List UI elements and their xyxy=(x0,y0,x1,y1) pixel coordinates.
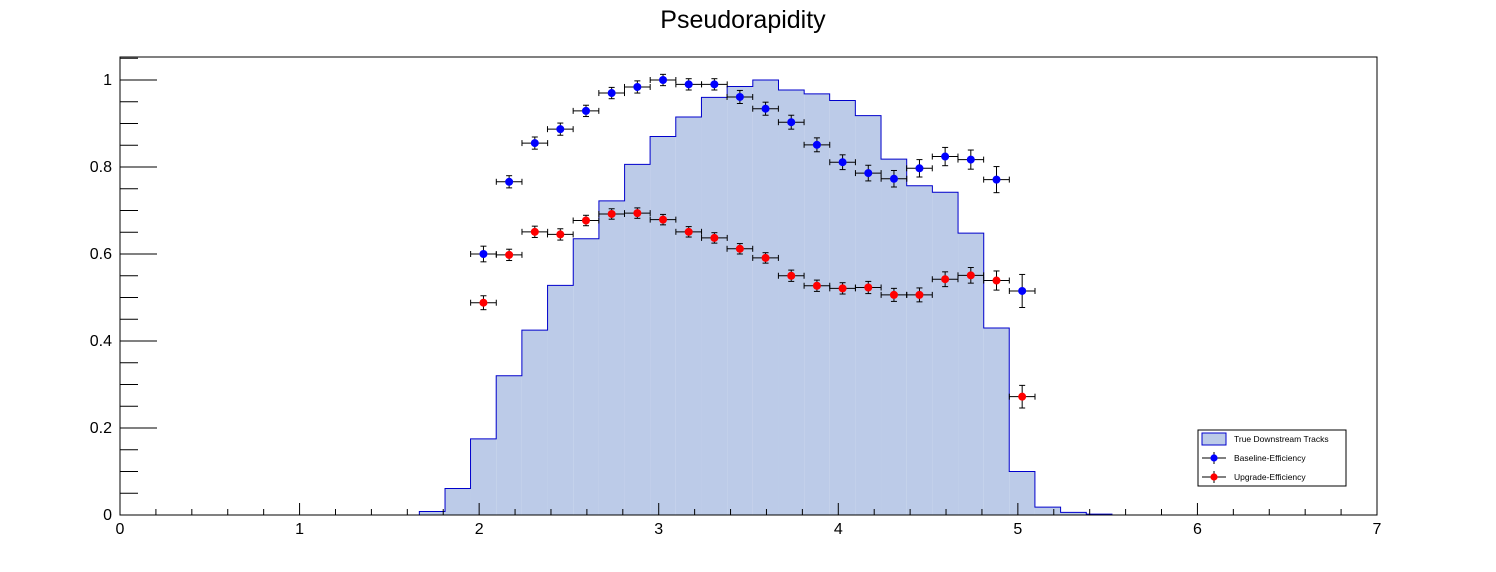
histogram-bin xyxy=(598,200,625,515)
baseline-efficiency-point xyxy=(701,78,728,91)
baseline-efficiency-point xyxy=(983,166,1010,194)
x-tick-label: 5 xyxy=(1013,521,1022,538)
points-layer xyxy=(470,73,1036,409)
y-tick-label: 0.4 xyxy=(90,333,112,350)
histogram-bin xyxy=(906,185,933,515)
upgrade-efficiency-point xyxy=(701,232,728,244)
upgrade-efficiency-point xyxy=(624,207,651,219)
legend-label-baseline-efficiency: Baseline-Efficiency xyxy=(1234,453,1306,463)
legend: True Downstream Tracks Baseline-Efficien… xyxy=(1197,429,1347,487)
histogram-bin xyxy=(778,90,805,515)
histogram-bin xyxy=(932,192,959,516)
upgrade-efficiency-point xyxy=(572,214,600,227)
y-tick-label: 0.2 xyxy=(90,420,112,437)
upgrade-efficiency-point xyxy=(957,266,985,284)
histogram-bin xyxy=(752,80,779,515)
upgrade-efficiency-point xyxy=(803,279,831,292)
baseline-efficiency-point xyxy=(598,86,625,100)
histogram-bin xyxy=(881,159,907,516)
upgrade-efficiency-point xyxy=(726,243,754,255)
x-tick-label: 6 xyxy=(1193,521,1202,538)
baseline-efficiency-point xyxy=(546,122,574,136)
histogram-bin xyxy=(1009,471,1035,515)
histogram-layer xyxy=(418,79,1113,516)
upgrade-efficiency-point xyxy=(752,252,779,264)
upgrade-efficiency-point xyxy=(906,287,933,303)
y-tick-label: 0 xyxy=(103,507,112,524)
legend-label-upgrade-efficiency: Upgrade-Efficiency xyxy=(1234,472,1306,482)
upgrade-efficiency-point xyxy=(1008,384,1036,409)
baseline-efficiency-point xyxy=(470,245,497,263)
histogram-bin xyxy=(445,488,471,515)
histogram-bin xyxy=(983,327,1010,515)
x-tick-label: 1 xyxy=(295,521,304,538)
upgrade-efficiency-point xyxy=(470,295,497,311)
baseline-efficiency-point xyxy=(495,175,523,189)
upgrade-efficiency-point xyxy=(495,248,523,262)
baseline-efficiency-point xyxy=(675,78,703,91)
baseline-efficiency-point xyxy=(752,101,779,116)
baseline-efficiency-point xyxy=(572,104,600,118)
baseline-efficiency-point xyxy=(829,154,856,171)
histogram-bin xyxy=(624,164,651,515)
histogram-bin xyxy=(675,116,702,515)
baseline-efficiency-point xyxy=(880,169,908,188)
y-tick-label: 1 xyxy=(103,72,112,89)
histogram-bin xyxy=(547,285,574,515)
x-tick-label: 0 xyxy=(116,521,125,538)
histogram-bin xyxy=(727,86,753,516)
baseline-efficiency-point xyxy=(906,159,933,178)
histogram-bin xyxy=(470,438,497,515)
upgrade-efficiency-point xyxy=(983,270,1010,291)
baseline-efficiency-point xyxy=(1008,273,1036,309)
upgrade-efficiency-point xyxy=(521,225,549,238)
y-tick-label: 0.6 xyxy=(90,246,112,263)
histogram-bin xyxy=(573,238,599,515)
upgrade-efficiency-point xyxy=(829,282,856,295)
x-tick-label: 3 xyxy=(654,521,663,538)
histogram-bin xyxy=(521,330,548,515)
histogram-bin xyxy=(419,511,446,515)
x-tick-label: 4 xyxy=(834,521,843,538)
baseline-efficiency-point xyxy=(726,89,754,104)
axes-layer: 0 1 2 3 4 5 6 7 0 0.2 0.4 0.6 0.8 1 xyxy=(90,57,1382,538)
baseline-efficiency-point xyxy=(854,164,882,182)
histogram-bin xyxy=(855,115,882,516)
baseline-efficiency-point xyxy=(803,137,831,153)
upgrade-efficiency-point xyxy=(546,228,574,241)
histogram-bin xyxy=(496,375,522,515)
histogram-bin xyxy=(804,93,830,516)
x-tick-label: 7 xyxy=(1373,521,1382,538)
baseline-efficiency-point xyxy=(931,146,959,167)
upgrade-efficiency-point xyxy=(777,269,805,282)
histogram-bin xyxy=(1034,507,1061,515)
baseline-efficiency-point xyxy=(521,136,549,150)
histogram-bin xyxy=(650,136,676,516)
histogram-bin xyxy=(701,97,728,516)
y-tick-label: 0.8 xyxy=(90,159,112,176)
legend-baseline-marker xyxy=(1202,452,1226,464)
upgrade-efficiency-point xyxy=(675,226,703,238)
plot-frame xyxy=(119,56,1378,516)
histogram-outline xyxy=(418,79,1113,515)
baseline-efficiency-point xyxy=(957,149,985,170)
upgrade-efficiency-point xyxy=(649,213,677,226)
legend-label-true-downstream-tracks: True Downstream Tracks xyxy=(1234,434,1329,444)
upgrade-efficiency-point xyxy=(854,280,882,295)
x-tick-label: 2 xyxy=(475,521,484,538)
histogram-bin xyxy=(1060,512,1087,515)
chart-title: Pseudorapidity xyxy=(660,6,826,34)
baseline-efficiency-point xyxy=(777,114,805,130)
baseline-efficiency-point xyxy=(649,73,677,87)
legend-hist-swatch xyxy=(1201,432,1227,446)
baseline-efficiency-point xyxy=(624,80,651,94)
legend-upgrade-marker xyxy=(1202,471,1226,483)
